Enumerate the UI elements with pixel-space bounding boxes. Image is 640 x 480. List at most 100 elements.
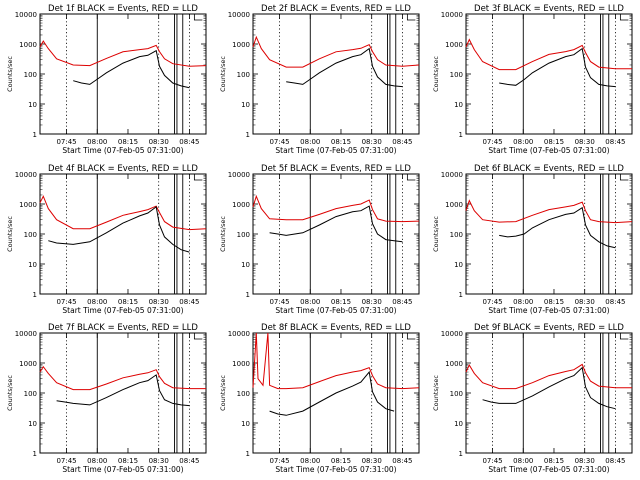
y-tick-label: 1: [459, 131, 463, 139]
x-tick-label: 07:45: [56, 138, 76, 146]
panel-title: Det 8f BLACK = Events, RED = LLD: [261, 323, 411, 333]
y-axis-label: Counts/sec: [432, 56, 440, 92]
x-tick-label: 08:30: [362, 298, 382, 306]
y-axis-label: Counts/sec: [6, 375, 14, 411]
panel-title: Det 7f BLACK = Events, RED = LLD: [48, 323, 198, 333]
y-tick-label: 100: [24, 71, 37, 79]
plot-frame: [465, 332, 633, 454]
x-tick-label: 08:00: [513, 457, 533, 465]
corner-box: [193, 174, 203, 181]
x-tick-label: 07:45: [269, 457, 289, 465]
x-tick-label: 08:15: [331, 457, 351, 465]
plot-frame: [252, 13, 420, 135]
x-tick-label: 07:45: [269, 138, 289, 146]
panel-2: Det 2f BLACK = Events, RED = LLD Counts/s…: [219, 4, 420, 155]
x-tick-label: 08:00: [513, 138, 533, 146]
x-tick-label: 08:30: [149, 298, 169, 306]
x-axis-label: Start Time (07-Feb-05 07:31:00): [488, 465, 609, 474]
panel-9: Det 9f BLACK = Events, RED = LLD Counts/s…: [432, 323, 633, 474]
y-axis-label: Counts/sec: [432, 216, 440, 252]
y-tick-label: 1000: [445, 41, 463, 49]
corner-box: [406, 14, 416, 21]
y-tick-label: 1000: [19, 201, 37, 209]
x-tick-label: 08:45: [392, 457, 412, 465]
series-lld: [39, 40, 207, 67]
x-tick-label: 08:00: [513, 298, 533, 306]
x-axis-label: Start Time (07-Feb-05 07:31:00): [275, 146, 396, 155]
series-events: [499, 206, 616, 249]
y-tick-label: 100: [24, 231, 37, 239]
x-axis-label: Start Time (07-Feb-05 07:31:00): [488, 306, 609, 315]
series-lld: [465, 363, 632, 390]
series-events: [499, 47, 616, 88]
corner-box: [406, 174, 416, 181]
y-tick-label: 10: [241, 420, 250, 428]
x-tick-label: 08:30: [575, 138, 595, 146]
x-tick-label: 07:45: [56, 457, 76, 465]
y-axis-label: Counts/sec: [219, 375, 227, 411]
y-tick-label: 1000: [19, 360, 37, 368]
y-tick-label: 100: [450, 231, 463, 239]
panel-5: Det 5f BLACK = Events, RED = LLD Counts/s…: [219, 164, 420, 315]
x-tick-label: 08:45: [179, 298, 199, 306]
x-axis-label: Start Time (07-Feb-05 07:31:00): [62, 146, 183, 155]
x-tick-label: 08:00: [300, 138, 320, 146]
x-tick-label: 08:45: [605, 298, 625, 306]
x-axis-label: Start Time (07-Feb-05 07:31:00): [275, 306, 396, 315]
series-events: [56, 374, 190, 407]
x-tick-label: 08:30: [362, 457, 382, 465]
panel-title: Det 9f BLACK = Events, RED = LLD: [474, 323, 624, 333]
x-tick-label: 08:15: [331, 138, 351, 146]
panel-title: Det 5f BLACK = Events, RED = LLD: [261, 164, 411, 174]
x-tick-label: 08:45: [179, 457, 199, 465]
y-tick-label: 100: [237, 231, 250, 239]
y-tick-label: 100: [24, 390, 37, 398]
y-tick-label: 100: [237, 390, 250, 398]
x-tick-label: 08:30: [362, 138, 382, 146]
corner-box: [193, 333, 203, 340]
y-tick-label: 10000: [228, 330, 250, 338]
x-tick-label: 07:45: [269, 298, 289, 306]
y-tick-label: 1000: [232, 41, 250, 49]
y-tick-label: 1000: [445, 360, 463, 368]
x-tick-label: 08:00: [87, 298, 107, 306]
x-tick-label: 07:45: [482, 457, 502, 465]
panel-title: Det 4f BLACK = Events, RED = LLD: [48, 164, 198, 174]
series-lld: [465, 199, 633, 224]
corner-box: [619, 174, 629, 181]
y-tick-label: 10000: [15, 171, 37, 179]
x-tick-label: 08:00: [87, 138, 107, 146]
y-tick-label: 10000: [441, 171, 463, 179]
panel-1: Det 1f BLACK = Events, RED = LLD Counts/s…: [6, 4, 207, 155]
y-tick-label: 1000: [232, 360, 250, 368]
y-tick-label: 1: [246, 450, 250, 458]
y-tick-label: 10: [241, 101, 250, 109]
x-tick-label: 08:00: [300, 298, 320, 306]
y-tick-label: 1: [33, 291, 37, 299]
y-tick-label: 1: [33, 450, 37, 458]
x-axis-label: Start Time (07-Feb-05 07:31:00): [62, 306, 183, 315]
series-events: [48, 206, 190, 253]
series-events: [269, 205, 403, 243]
y-axis-label: Counts/sec: [6, 216, 14, 252]
x-tick-label: 08:45: [179, 138, 199, 146]
x-tick-label: 08:15: [544, 138, 564, 146]
x-tick-label: 08:45: [392, 298, 412, 306]
x-tick-label: 08:15: [544, 298, 564, 306]
y-axis-label: Counts/sec: [219, 56, 227, 92]
y-tick-label: 1: [246, 131, 250, 139]
x-axis-label: Start Time (07-Feb-05 07:31:00): [275, 465, 396, 474]
plot-frame: [39, 13, 207, 135]
y-tick-label: 1: [246, 291, 250, 299]
series-events: [269, 370, 395, 416]
x-tick-label: 08:00: [300, 457, 320, 465]
y-tick-label: 1: [33, 131, 37, 139]
series-lld: [252, 35, 420, 68]
x-tick-label: 08:45: [392, 138, 412, 146]
corner-box: [619, 333, 629, 340]
corner-box: [619, 14, 629, 21]
series-lld: [465, 38, 632, 71]
panel-title: Det 2f BLACK = Events, RED = LLD: [261, 4, 411, 14]
y-axis-label: Counts/sec: [6, 56, 14, 92]
